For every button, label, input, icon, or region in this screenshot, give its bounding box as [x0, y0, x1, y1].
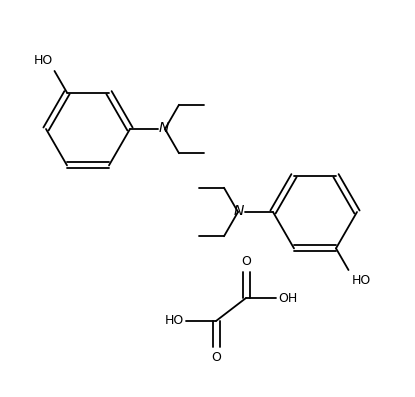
- Text: N: N: [159, 121, 169, 135]
- Text: HO: HO: [33, 54, 53, 67]
- Text: O: O: [211, 351, 221, 364]
- Text: HO: HO: [165, 314, 184, 328]
- Text: O: O: [241, 255, 251, 268]
- Text: OH: OH: [278, 291, 297, 304]
- Text: N: N: [234, 204, 244, 218]
- Text: HO: HO: [352, 274, 371, 287]
